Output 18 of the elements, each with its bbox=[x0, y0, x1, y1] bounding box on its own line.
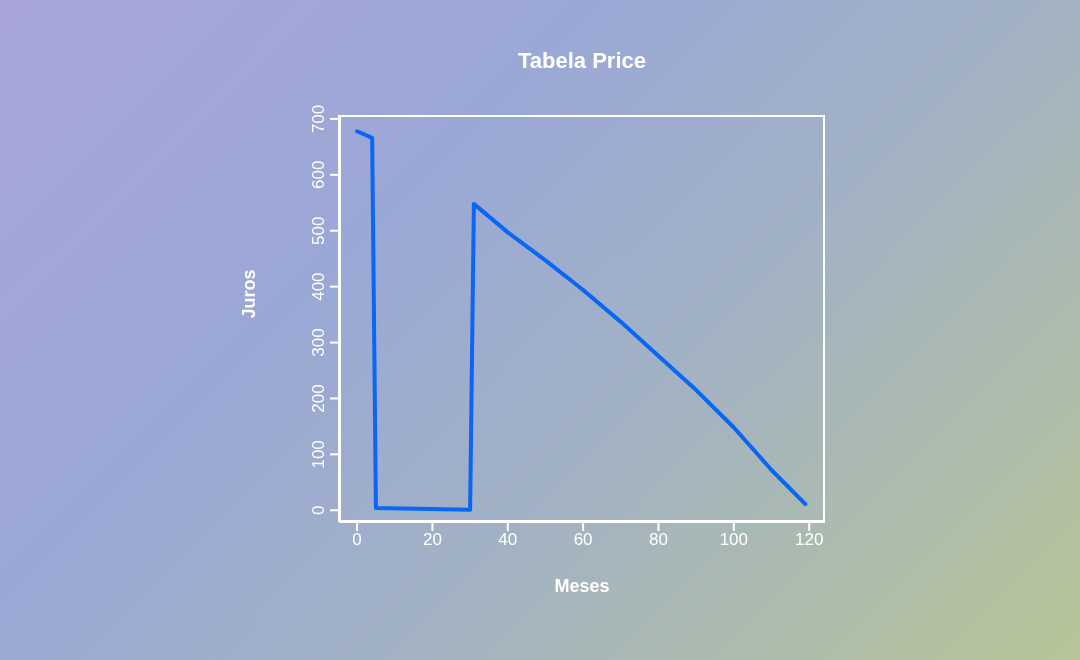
x-tick-label: 100 bbox=[719, 530, 749, 550]
y-tick-label: 500 bbox=[309, 216, 328, 245]
y-tick-label: 100 bbox=[309, 440, 328, 469]
x-tick-label: 60 bbox=[573, 530, 593, 550]
y-axis-title: Juros bbox=[239, 269, 260, 319]
chart-title: Tabela Price bbox=[517, 48, 647, 74]
y-tick-label: 200 bbox=[309, 384, 328, 413]
y-tick-label: 400 bbox=[309, 272, 328, 301]
y-tick-label: 0 bbox=[309, 505, 328, 515]
x-tick-label: 80 bbox=[649, 530, 668, 550]
x-tick-label: 120 bbox=[794, 530, 824, 550]
x-axis-title: Meses bbox=[554, 576, 610, 596]
y-tick-label: 300 bbox=[309, 328, 328, 357]
y-tick-label: 600 bbox=[309, 160, 328, 190]
y-tick-label: 700 bbox=[309, 104, 328, 134]
x-tick-label: 20 bbox=[422, 530, 442, 550]
x-tick-label: 40 bbox=[498, 530, 518, 550]
x-tick-label: 0 bbox=[352, 530, 362, 550]
